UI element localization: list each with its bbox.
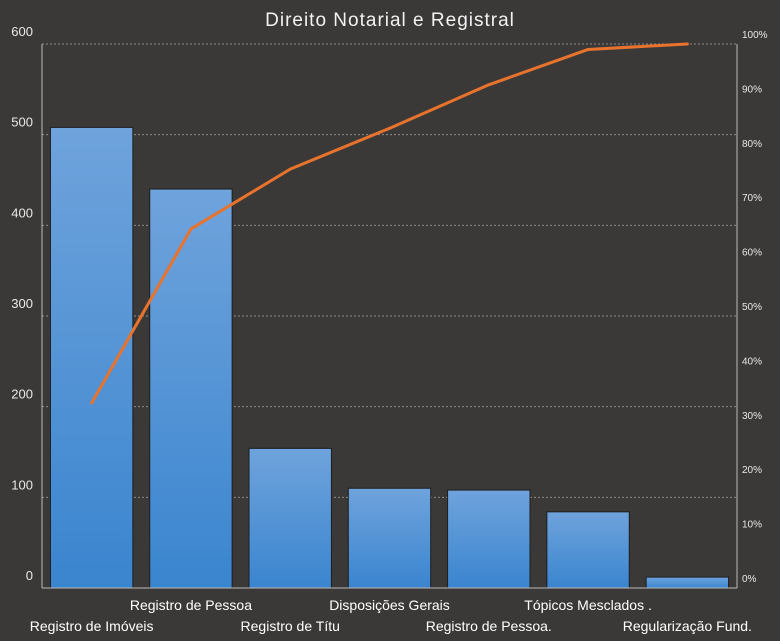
y2-tick-label: 90% xyxy=(742,84,762,95)
bar xyxy=(347,487,432,589)
bar xyxy=(248,447,332,589)
x-tick-label: Registro de Pessoa. xyxy=(426,618,552,634)
cumulative-line-layer xyxy=(90,42,689,405)
y-tick-label: 600 xyxy=(11,24,33,39)
y2-tick-label: 80% xyxy=(742,139,762,150)
y2-tick-label: 50% xyxy=(742,302,762,313)
y-tick-label: 0 xyxy=(26,568,33,583)
x-tick-label: Disposições Gerais xyxy=(329,597,450,613)
bar xyxy=(645,576,730,589)
label-layer: 0 100 200 300 400 500 600 0% 10% 20% 30% 40% 50% 60% 7… xyxy=(11,24,767,634)
chart-title: Direito Notarial e Registral xyxy=(265,10,515,31)
y2-tick-label: 0% xyxy=(742,574,757,585)
y-tick-label: 400 xyxy=(11,205,33,220)
axis-layer xyxy=(41,44,738,589)
bar xyxy=(546,511,630,589)
y-tick-label: 200 xyxy=(11,387,33,402)
bar xyxy=(149,188,233,589)
x-tick-label: Registro de Imóveis xyxy=(30,618,154,634)
y-tick-label: 100 xyxy=(11,477,33,492)
grid-layer xyxy=(42,43,737,498)
cumulative-line xyxy=(90,42,689,405)
y2-tick-label: 40% xyxy=(742,356,762,367)
x-tick-label: Regularização Fund. xyxy=(623,618,752,634)
y2-tick-label: 100% xyxy=(742,30,768,41)
y2-tick-label: 70% xyxy=(742,193,762,204)
x-tick-label: Tópicos Mesclados . xyxy=(524,597,652,613)
y2-tick-label: 20% xyxy=(742,465,762,476)
y2-tick-label: 60% xyxy=(742,248,762,259)
bar xyxy=(447,489,531,589)
bar xyxy=(49,126,134,589)
x-tick-label: Registro de Pessoa xyxy=(130,597,252,613)
y-tick-label: 500 xyxy=(11,115,33,130)
y-tick-label: 300 xyxy=(11,296,33,311)
y2-tick-label: 30% xyxy=(742,411,762,422)
x-tick-label: Registro de Títu xyxy=(241,618,340,634)
bar-layer xyxy=(49,126,730,589)
y2-tick-label: 10% xyxy=(742,520,762,531)
